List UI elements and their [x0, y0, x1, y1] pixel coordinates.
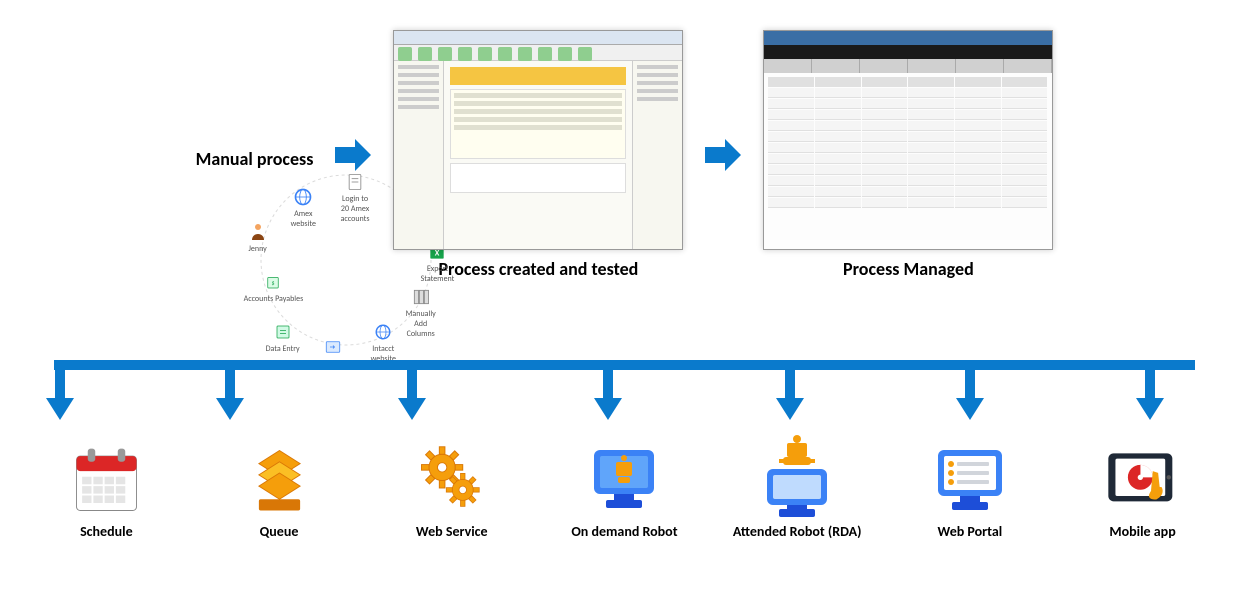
node-login: Login to 20 Amex accounts	[341, 170, 370, 224]
stage-manual: Jenny Amex website Login to 20 Amex acco…	[196, 140, 314, 170]
stages-row: Jenny Amex website Login to 20 Amex acco…	[0, 0, 1249, 290]
option-schedule: Schedule	[31, 440, 181, 541]
node-label: Export Statement	[421, 264, 455, 284]
designer-screenshot	[393, 30, 683, 250]
node-label: Amex website	[291, 209, 316, 229]
down-arrow-icon	[776, 360, 796, 425]
option-attended: Attended Robot (RDA)	[722, 440, 872, 541]
doc-icon	[343, 170, 367, 194]
option-queue: Queue	[204, 440, 354, 541]
portal-monitor-icon	[930, 440, 1010, 520]
arrow-right-icon	[703, 135, 743, 175]
timeline	[44, 360, 1205, 430]
arrow-right-icon	[333, 135, 373, 175]
option-label: Queue	[260, 524, 299, 541]
calendar-icon	[66, 440, 146, 520]
ap-icon: $	[261, 270, 285, 294]
down-arrow-icon	[46, 360, 66, 425]
stack-icon	[239, 440, 319, 520]
node-amex: Amex website	[291, 185, 316, 229]
node-columns: Manually Add Columns	[406, 285, 436, 339]
option-webservice: Web Service	[377, 440, 527, 541]
node-intacct: Intacct website	[371, 320, 396, 364]
option-label: Attended Robot (RDA)	[733, 524, 862, 541]
stage-managed: Process Managed	[763, 30, 1053, 280]
stage-created: Process created and tested	[393, 30, 683, 280]
attended-robot-icon	[757, 440, 837, 520]
node-label: Login to 20 Amex accounts	[341, 194, 370, 224]
node-jenny: Jenny	[246, 220, 270, 254]
option-label: On demand Robot	[571, 524, 677, 541]
option-label: Web Service	[416, 524, 488, 541]
node-label: Data Entry	[266, 344, 300, 354]
robot-monitor-icon	[584, 440, 664, 520]
gears-icon	[412, 440, 492, 520]
svg-text:$: $	[272, 279, 275, 287]
node-label: Accounts Payables	[244, 294, 304, 304]
tablet-icon	[1103, 440, 1183, 520]
entry-icon	[271, 320, 295, 344]
down-arrow-icon	[216, 360, 236, 425]
stage-created-label: Process created and tested	[438, 258, 638, 280]
node-label: Manually Add Columns	[406, 309, 436, 339]
node-entry: Data Entry	[266, 320, 300, 354]
stage-manual-label: Manual process	[196, 148, 314, 170]
option-label: Schedule	[80, 524, 133, 541]
down-arrow-icon	[1136, 360, 1156, 425]
down-arrow-icon	[956, 360, 976, 425]
person-icon	[246, 220, 270, 244]
option-ondemand: On demand Robot	[549, 440, 699, 541]
option-label: Mobile app	[1109, 524, 1175, 541]
login-icon	[321, 335, 345, 359]
node-label: Jenny	[248, 244, 266, 254]
globe-icon	[291, 185, 315, 209]
options-row: Schedule Queue	[0, 440, 1249, 541]
option-mobile: Mobile app	[1068, 440, 1218, 541]
columns-icon	[409, 285, 433, 309]
down-arrow-icon	[398, 360, 418, 425]
down-arrow-icon	[594, 360, 614, 425]
option-label: Web Portal	[938, 524, 1003, 541]
option-portal: Web Portal	[895, 440, 1045, 541]
globe-icon	[371, 320, 395, 344]
stage-managed-label: Process Managed	[843, 258, 974, 280]
node-ap: $ Accounts Payables	[244, 270, 304, 304]
console-screenshot	[763, 30, 1053, 250]
